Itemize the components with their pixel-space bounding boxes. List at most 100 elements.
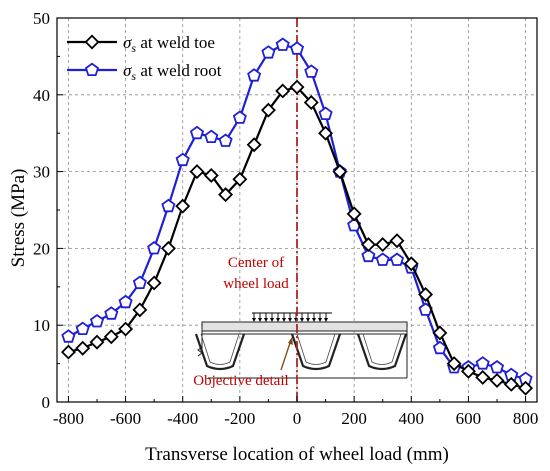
y-tick-label: 40 <box>33 86 50 105</box>
deck-surfacing <box>201 321 408 332</box>
data-point <box>360 237 376 253</box>
objective-detail-label: Objective detail <box>193 373 288 389</box>
data-point <box>161 198 176 213</box>
legend-marker <box>84 62 100 76</box>
y-tick-label: 0 <box>42 393 51 412</box>
x-tick-label: 400 <box>399 409 425 428</box>
data-point <box>446 356 462 372</box>
x-tick-label: -400 <box>167 409 198 428</box>
legend-marker <box>84 34 100 50</box>
u-rib <box>356 333 408 371</box>
data-point <box>189 125 205 140</box>
load-arrowhead <box>300 318 304 322</box>
data-point <box>132 302 148 318</box>
data-point <box>418 287 434 302</box>
x-tick-label: -200 <box>224 409 255 428</box>
data-point <box>289 79 305 95</box>
load-arrowhead <box>324 318 328 322</box>
tick-labels: -800 -600 -400 -200 0 200 400 600 800 0 10 20 30 40 50 <box>33 9 538 428</box>
data-point <box>89 334 105 350</box>
data-point <box>489 373 505 388</box>
data-point <box>375 252 390 266</box>
legend-item-weld-root: σs at weld root <box>67 61 222 83</box>
data-point <box>103 329 119 345</box>
data-point <box>218 187 234 203</box>
center-label-line1: Center of <box>228 255 284 271</box>
data-point <box>403 256 419 272</box>
data-point <box>518 380 534 396</box>
data-point <box>104 306 119 320</box>
bridge-deck-inset <box>194 312 408 379</box>
data-point <box>489 359 505 374</box>
data-point <box>61 329 76 343</box>
data-point <box>246 137 262 153</box>
data-point <box>432 325 448 341</box>
data-point <box>175 152 190 167</box>
x-tick-label: 200 <box>341 409 367 428</box>
data-point <box>304 64 319 78</box>
x-tick-label: -800 <box>53 409 84 428</box>
data-point <box>232 110 247 124</box>
legend-label: σs at weld toe <box>123 33 215 55</box>
data-point <box>189 164 205 180</box>
load-arrowhead <box>306 318 310 322</box>
x-axis-title: Transverse location of wheel load (mm) <box>145 444 449 465</box>
load-arrowhead <box>258 318 262 322</box>
data-point <box>118 294 133 309</box>
x-tick-label: 600 <box>456 409 482 428</box>
data-point <box>146 275 162 291</box>
detail-pointer-head <box>288 337 293 345</box>
data-point <box>60 344 76 360</box>
data-point <box>318 125 334 141</box>
data-point <box>332 164 348 180</box>
data-point <box>132 275 147 290</box>
data-point <box>346 206 362 222</box>
y-tick-label: 10 <box>33 316 50 335</box>
u-rib <box>194 333 246 371</box>
legend-label: σs at weld root <box>123 61 222 83</box>
u-rib-inner <box>296 333 336 365</box>
data-point <box>389 252 405 266</box>
data-point <box>75 340 91 356</box>
load-arrowhead <box>252 318 256 322</box>
load-arrowhead <box>282 318 286 322</box>
load-arrowhead <box>270 318 274 322</box>
data-point <box>318 106 333 120</box>
data-point <box>75 321 90 336</box>
data-point <box>218 133 233 147</box>
data-point <box>204 129 219 144</box>
data-point <box>375 237 391 253</box>
data-point <box>389 233 405 249</box>
data-point <box>232 171 248 187</box>
y-tick-label: 30 <box>33 163 50 182</box>
series-weld-toe <box>60 79 534 396</box>
legend-item-weld-toe: σs at weld toe <box>67 33 215 55</box>
u-rib-inner <box>200 333 240 365</box>
data-point <box>160 240 176 256</box>
y-tick-label: 50 <box>33 9 50 28</box>
y-tick-label: 20 <box>33 239 50 258</box>
data-point <box>247 68 262 82</box>
data-point <box>303 95 319 110</box>
legend: σs at weld toe σs at weld root <box>67 33 222 83</box>
data-point <box>118 321 134 337</box>
data-point <box>361 248 376 263</box>
x-tick-label: 800 <box>513 409 539 428</box>
axes <box>56 17 538 403</box>
x-tick-label: 0 <box>293 409 302 428</box>
u-rib <box>290 333 342 371</box>
u-rib-inner <box>362 333 402 365</box>
data-point <box>147 240 162 255</box>
load-arrowhead <box>318 318 322 322</box>
center-label-line2: wheel load <box>223 276 289 292</box>
data-point <box>260 102 276 118</box>
series-layer <box>60 37 534 396</box>
load-arrowhead <box>264 318 268 322</box>
data-point <box>460 363 476 379</box>
y-axis-title: Stress (MPa) <box>8 169 29 268</box>
data-point <box>503 376 519 392</box>
load-arrowhead <box>288 318 292 322</box>
x-tick-label: -600 <box>110 409 141 428</box>
detail-pointer <box>280 339 292 371</box>
